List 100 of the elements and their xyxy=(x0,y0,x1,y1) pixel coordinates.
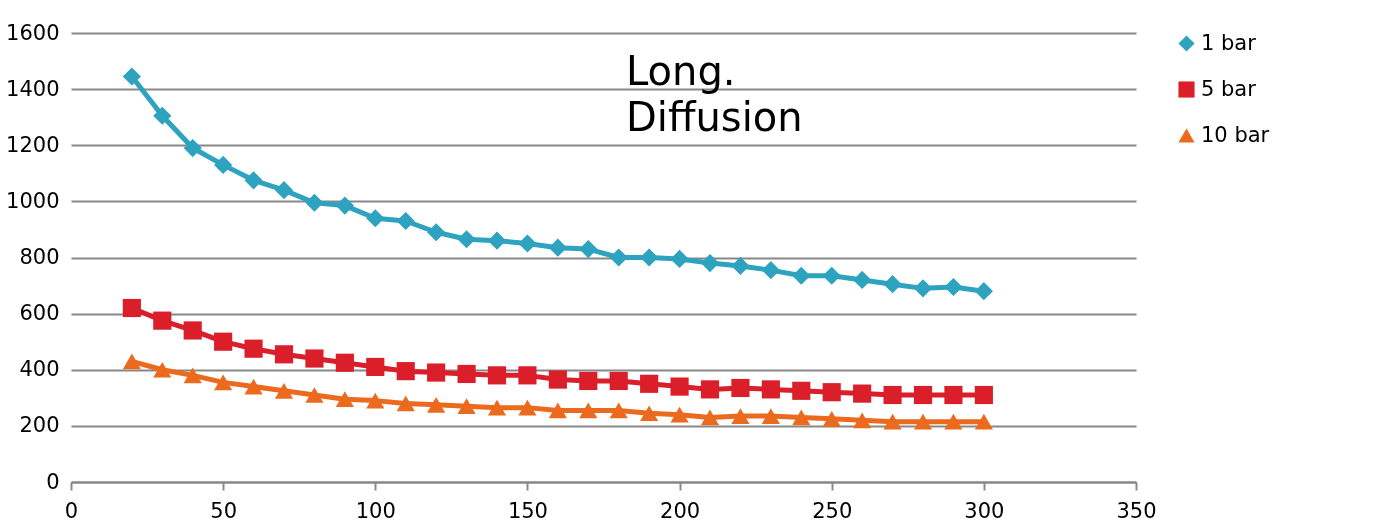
point xyxy=(427,223,446,242)
x-tick-label: 50 xyxy=(210,498,238,523)
y-tick-label: 1600 xyxy=(6,20,60,45)
point xyxy=(670,377,689,396)
point xyxy=(487,399,507,416)
x-tick-label: 150 xyxy=(507,498,548,523)
point xyxy=(579,402,598,419)
y-tick-label: 1400 xyxy=(6,76,60,101)
x-tick-label: 250 xyxy=(812,498,853,523)
point xyxy=(335,196,354,215)
point xyxy=(731,256,750,275)
point xyxy=(853,412,872,429)
point xyxy=(670,249,689,268)
point xyxy=(761,261,780,280)
point xyxy=(700,380,720,399)
point xyxy=(853,270,872,290)
point xyxy=(822,410,841,427)
point xyxy=(274,382,294,399)
point xyxy=(731,408,750,424)
point xyxy=(427,396,446,413)
point xyxy=(640,405,659,422)
point xyxy=(518,366,537,385)
annotation: Long. Diffusion xyxy=(626,48,803,140)
point xyxy=(609,371,628,391)
point xyxy=(183,138,202,158)
legend-label: 10 bar xyxy=(1201,122,1270,147)
point xyxy=(335,391,354,408)
point xyxy=(214,155,233,174)
point xyxy=(883,413,902,430)
point xyxy=(274,345,294,364)
y-tick-label: 200 xyxy=(19,413,60,438)
point xyxy=(457,230,476,249)
point xyxy=(366,357,385,377)
point xyxy=(974,413,993,430)
point xyxy=(305,387,324,403)
point xyxy=(396,211,415,231)
legend-label: 5 bar xyxy=(1201,76,1257,101)
point xyxy=(640,374,659,393)
y-tick-label: 400 xyxy=(19,357,60,382)
x-tick-label: 300 xyxy=(964,498,1005,523)
point xyxy=(122,298,141,318)
point xyxy=(153,106,172,125)
point xyxy=(548,402,567,419)
x-tick-label: 350 xyxy=(1116,498,1157,523)
point xyxy=(913,279,933,298)
y-tick-label: 600 xyxy=(19,301,60,326)
point xyxy=(792,409,811,426)
point xyxy=(183,321,202,340)
point xyxy=(670,406,689,423)
point xyxy=(579,240,598,259)
y-tick-label: 1200 xyxy=(6,132,60,157)
point xyxy=(792,266,811,285)
point xyxy=(974,385,993,405)
point xyxy=(609,248,628,267)
point xyxy=(579,371,598,391)
point xyxy=(457,364,476,384)
point xyxy=(214,332,233,351)
point xyxy=(214,374,233,391)
point xyxy=(457,398,476,415)
y-tick-label: 800 xyxy=(19,245,60,269)
point xyxy=(122,67,141,86)
x-tick-label: 200 xyxy=(660,498,701,523)
point xyxy=(883,275,902,294)
point xyxy=(305,193,324,212)
point xyxy=(244,339,263,358)
point xyxy=(396,362,415,381)
point xyxy=(792,381,811,400)
x-tick-label: 0 xyxy=(64,498,79,523)
point xyxy=(153,311,172,330)
point xyxy=(518,234,537,253)
point xyxy=(518,399,537,416)
point xyxy=(487,231,507,250)
y-tick-label: 1000 xyxy=(6,188,60,213)
point xyxy=(487,366,507,385)
point xyxy=(335,353,354,372)
point xyxy=(700,409,720,426)
point xyxy=(366,392,385,409)
y-tick-label: 0 xyxy=(46,469,60,494)
x-tick-label: 100 xyxy=(355,498,396,523)
point xyxy=(396,395,415,412)
point xyxy=(853,384,872,403)
point xyxy=(883,385,902,405)
point xyxy=(305,349,324,368)
point xyxy=(244,171,263,190)
point xyxy=(244,378,263,395)
point xyxy=(366,209,385,228)
point xyxy=(700,254,720,273)
legend-label: 1 bar xyxy=(1201,30,1257,55)
point xyxy=(822,383,841,402)
point xyxy=(183,367,202,384)
point xyxy=(731,378,750,398)
point xyxy=(822,266,841,285)
point xyxy=(427,363,446,382)
point xyxy=(640,248,659,267)
point xyxy=(153,361,172,378)
point xyxy=(944,277,963,297)
point xyxy=(548,370,567,389)
point xyxy=(122,353,141,370)
point xyxy=(974,282,993,301)
point xyxy=(274,181,294,200)
